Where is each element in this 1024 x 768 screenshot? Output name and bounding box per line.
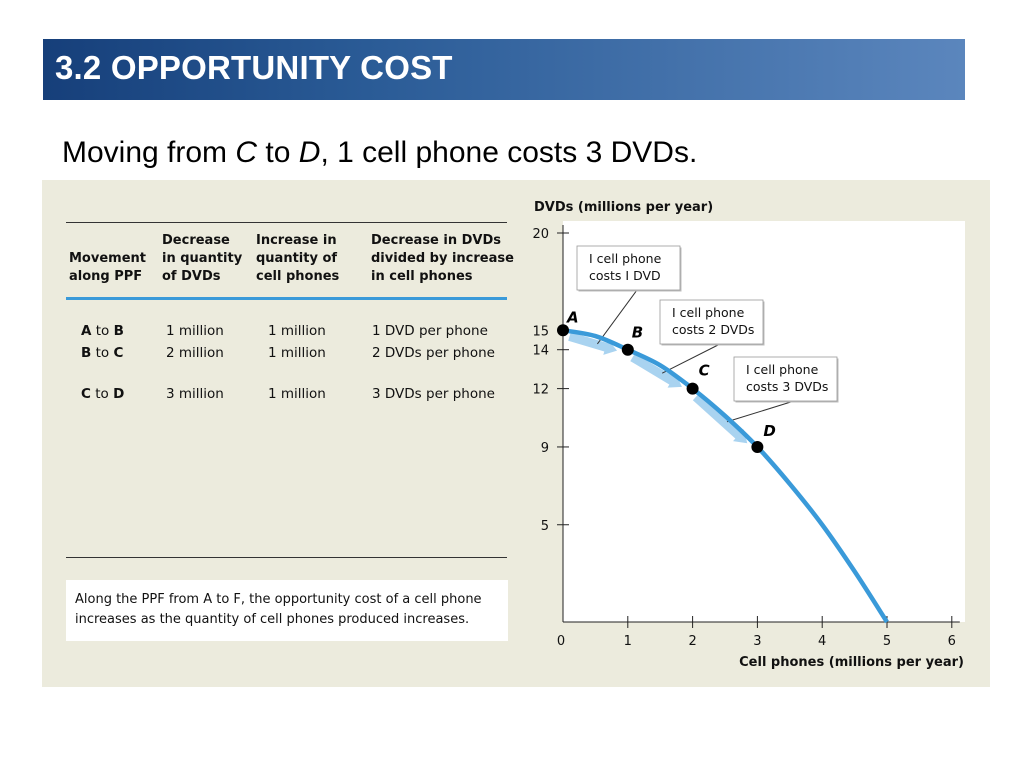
y-tick-label: 5 [541, 519, 549, 534]
point-c [686, 382, 699, 395]
note-line: increases as the quantity of cell phones… [75, 612, 470, 627]
note-line: Along the PPF from A to F, the opportuni… [75, 592, 482, 607]
row-movement: A to B [81, 323, 124, 339]
x-tick-label: 2 [688, 634, 696, 649]
row-movement: C to D [81, 386, 125, 402]
subtitle-part-1: Moving from [62, 136, 236, 169]
annotation-leader [726, 400, 795, 423]
point-label: C [699, 362, 710, 380]
note-text: Along the PPF from A to F, the opportuni… [75, 590, 482, 630]
x-axis-label: Cell phones (millions per year) [739, 655, 964, 670]
slide-title: 3.2 OPPORTUNITY COST [55, 49, 453, 86]
title-bar: 3.2 OPPORTUNITY COST [43, 39, 965, 100]
movement-arrow [692, 393, 745, 442]
header-ratio: Decrease in DVDs divided by increase in … [371, 233, 514, 284]
row-ratio: 1 DVD per phone [372, 323, 488, 339]
annotation-label: costs 3 DVDs [746, 379, 828, 394]
y-tick-label: 20 [532, 227, 549, 242]
row-ratio: 3 DVDs per phone [372, 386, 495, 402]
annotation-label: I cell phone [589, 251, 662, 266]
ppf-curve [562, 328, 889, 624]
point-b [621, 343, 634, 356]
header-increase-phones: Increase in quantity of cell phones [256, 233, 340, 284]
y-tick-label: 9 [541, 441, 549, 456]
annotation-label: costs I DVD [589, 268, 661, 283]
movement-arrow [630, 353, 678, 387]
annotation-leader [596, 289, 638, 345]
table-bottom-rule [66, 557, 507, 558]
row-decrease: 3 million [166, 386, 224, 402]
y-tick-label: 14 [532, 344, 549, 359]
x-tick-label: 6 [948, 634, 956, 649]
x-tick-label: 0 [557, 634, 565, 649]
row-decrease: 1 million [166, 323, 224, 339]
point-label: A [566, 308, 579, 326]
row-increase: 1 million [268, 323, 326, 339]
annotation-box [576, 245, 681, 291]
point-label: D [763, 422, 775, 440]
x-tick-label: 1 [624, 634, 632, 649]
header-movement: Movement along PPF [69, 251, 146, 284]
y-axis-label: DVDs (millions per year) [534, 200, 713, 215]
table-top-rule [66, 222, 507, 223]
y-tick-label: 15 [532, 324, 549, 339]
point-label: B [632, 324, 643, 342]
row-decrease: 2 million [166, 345, 224, 361]
annotation-leader [661, 343, 721, 374]
point-a [557, 324, 569, 337]
table-header-rule [66, 297, 507, 300]
annotation-label: costs 2 DVDs [672, 322, 754, 337]
row-ratio: 2 DVDs per phone [372, 345, 495, 361]
row-movement: B to C [81, 345, 124, 361]
x-tick-label: 4 [818, 634, 826, 649]
slide-subtitle: Moving from C to D, 1 cell phone costs 3… [62, 136, 697, 170]
annotation-box [659, 299, 764, 345]
subtitle-point-c: C [235, 136, 258, 169]
movement-arrowhead [667, 373, 682, 388]
note-box: Along the PPF from A to F, the opportuni… [66, 580, 508, 641]
movement-arrow [568, 332, 611, 353]
y-tick-label: 12 [532, 383, 549, 398]
row-increase: 1 million [268, 345, 326, 361]
point-d [751, 440, 764, 453]
header-decrease-dvds: Decrease in quantity of DVDs [162, 233, 243, 284]
movement-arrowhead [603, 339, 618, 355]
annotation-label: I cell phone [746, 362, 819, 377]
annotation-box [733, 356, 838, 402]
annotation-label: I cell phone [672, 305, 745, 320]
subtitle-point-d: D [298, 136, 321, 169]
subtitle-part-3: , 1 cell phone costs 3 DVDs. [320, 136, 698, 169]
x-tick-label: 5 [883, 634, 891, 649]
row-increase: 1 million [268, 386, 326, 402]
subtitle-part-2: to [257, 136, 299, 169]
x-tick-label: 3 [753, 634, 761, 649]
